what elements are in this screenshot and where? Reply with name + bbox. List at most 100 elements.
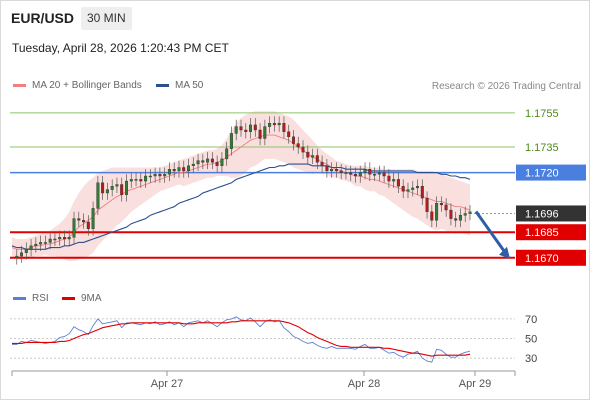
legend-9ma-label: 9MA: [81, 293, 102, 304]
legend-ma20-label: MA 20 + Bollinger Bands: [32, 80, 142, 91]
candle-body: [148, 175, 152, 178]
candle-body: [387, 175, 391, 182]
candle-body: [311, 155, 315, 158]
candle-body: [115, 184, 119, 187]
candle-body: [77, 218, 81, 221]
legend-rsi: RSI: [13, 293, 49, 304]
legend-rsi-label: RSI: [32, 293, 49, 304]
candle-body: [358, 172, 362, 177]
candle-body: [411, 187, 415, 190]
candle-body: [406, 189, 410, 192]
ma9-swatch-icon: [62, 296, 75, 300]
candle-body: [82, 220, 86, 223]
candle-body: [439, 202, 443, 206]
level-label-1-1735: 1.1735: [525, 142, 559, 154]
candle-body: [144, 175, 148, 182]
credit-label: Research © 2026 Trading Central: [431, 81, 581, 92]
time-tick-label: Apr 29: [459, 378, 491, 390]
rsi-tick-label: 30: [525, 353, 537, 365]
candle-body: [53, 238, 57, 241]
candle-body: [301, 146, 305, 153]
candle-body: [253, 124, 257, 131]
level-label-1-1755: 1.1755: [525, 108, 559, 120]
candle-body: [244, 129, 248, 132]
time-tick-label: Apr 27: [151, 378, 183, 390]
candle-body: [320, 162, 324, 166]
candle-body: [306, 151, 310, 158]
candle-body: [435, 202, 439, 221]
level-label-1-1696: 1.1696: [525, 208, 559, 220]
candle-body: [382, 172, 386, 177]
rsi-swatch-icon: [13, 296, 26, 300]
candle-body: [258, 129, 262, 139]
candle-body: [15, 255, 19, 259]
candle-body: [134, 179, 138, 181]
candle-body: [48, 238, 52, 243]
candle-body: [392, 179, 396, 182]
candle-body: [186, 165, 190, 172]
candle-body: [39, 242, 43, 245]
candle-body: [177, 167, 181, 172]
candle-body: [368, 168, 372, 175]
candle-body: [43, 242, 47, 244]
candle-body: [167, 168, 171, 175]
candle-body: [196, 160, 200, 165]
candle-body: [201, 160, 205, 163]
rsi-series-rsi: [12, 316, 471, 363]
candle-body: [239, 126, 243, 131]
candle-body: [325, 165, 329, 172]
candle-body: [191, 163, 195, 167]
candle-body: [158, 174, 162, 177]
candle-body: [363, 168, 367, 173]
candle-body: [225, 148, 229, 160]
candle-body: [58, 237, 62, 240]
candle-body: [34, 243, 38, 247]
level-label-1-1685: 1.1685: [525, 227, 559, 239]
timeframe-badge[interactable]: 30 MIN: [81, 7, 132, 30]
candle-body: [172, 168, 176, 172]
candle-body: [315, 155, 319, 163]
candle-body: [182, 167, 186, 172]
legend-9ma: 9MA: [62, 293, 102, 304]
ma50-line: [11, 163, 471, 250]
candle-body: [206, 158, 210, 163]
candle-body: [248, 124, 252, 132]
candle-body: [277, 122, 281, 126]
candle-body: [444, 204, 448, 211]
candle-body: [354, 174, 358, 177]
candle-body: [129, 179, 133, 182]
level-tag-1-1696: [516, 205, 586, 222]
candle-body: [416, 185, 420, 189]
candle-body: [153, 174, 157, 177]
level-label-1-1670: 1.1670: [525, 253, 559, 265]
candle-body: [377, 172, 381, 175]
candle-body: [139, 179, 143, 182]
candle-body: [229, 133, 233, 149]
time-tick-label: Apr 28: [348, 378, 380, 390]
candle-body: [463, 213, 467, 216]
candle-body: [163, 174, 167, 177]
candle-body: [105, 189, 109, 194]
candle-body: [20, 252, 24, 257]
projection-arrow-shaft: [474, 210, 508, 255]
candle-body: [344, 172, 348, 174]
rsi-tick-label: 70: [525, 314, 537, 326]
candle-body: [24, 249, 28, 253]
candle-body: [339, 170, 343, 173]
candle-body: [296, 143, 300, 148]
candle-body: [282, 122, 286, 132]
candle-body: [349, 172, 353, 175]
candle-body: [120, 184, 124, 195]
projection-arrow-head-icon: [499, 246, 510, 259]
candle-body: [72, 218, 76, 238]
candle-body: [101, 182, 105, 194]
candle-body: [86, 221, 90, 230]
candle-body: [430, 211, 434, 221]
candle-body: [67, 237, 71, 240]
candle-body: [396, 179, 400, 187]
candle-body: [110, 185, 114, 190]
candle-body: [468, 211, 472, 214]
pair-title: EUR/USD: [11, 10, 75, 26]
candle-body: [292, 136, 296, 144]
candle-body: [220, 158, 224, 166]
